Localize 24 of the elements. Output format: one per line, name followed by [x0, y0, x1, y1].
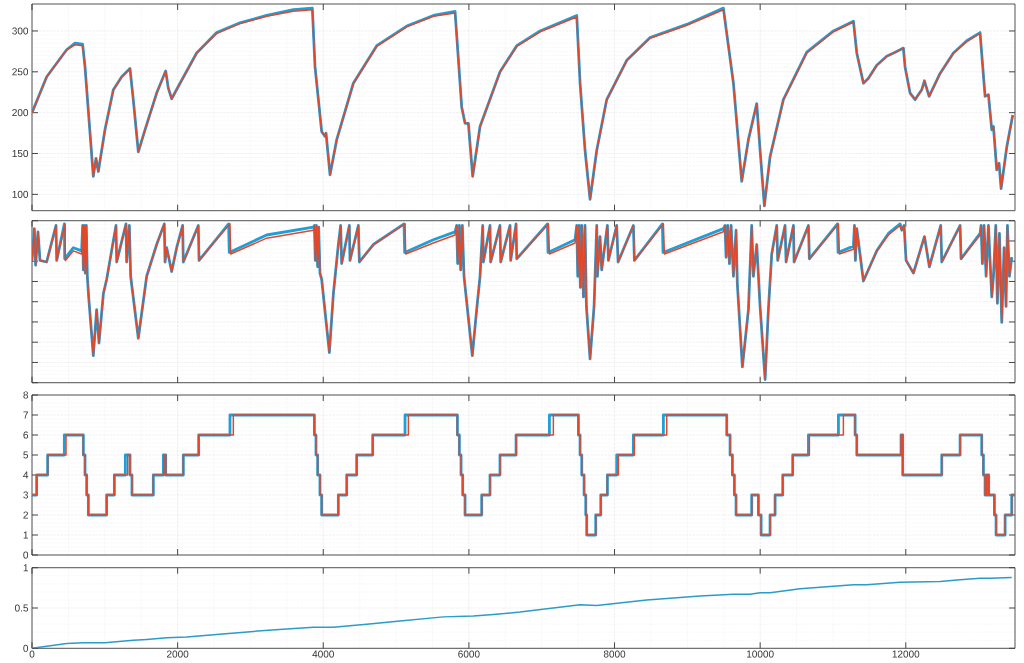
x-tick-label: 10000 [747, 650, 774, 658]
y-tick-label: 1 [23, 531, 28, 539]
x-tick-label: 8000 [603, 650, 626, 658]
x-tick-label: 4000 [312, 650, 334, 658]
x-tick-label: 0 [29, 650, 35, 658]
y-tick-label: 200 [12, 109, 29, 117]
x-tick-label: 12000 [892, 650, 920, 658]
y-tick-label: 0.5 [14, 604, 29, 612]
y-tick-label: 300 [12, 27, 29, 35]
y-tick-label: 1 [23, 564, 28, 572]
x-tick-label: 2000 [167, 650, 189, 658]
y-tick-label: 150 [12, 149, 29, 158]
y-tick-label: 0 [23, 644, 29, 652]
y-tick-label: 5 [23, 451, 29, 459]
y-tick-label: 0 [23, 551, 29, 559]
y-tick-label: 6 [23, 431, 29, 439]
y-tick-label: 3 [23, 491, 29, 499]
y-tick-label: 250 [12, 68, 29, 76]
y-tick-label: 8 [23, 391, 29, 399]
y-tick-label: 2 [23, 511, 28, 519]
y-tick-label: 100 [12, 190, 29, 198]
y-tick-label: 7 [23, 411, 28, 419]
y-tick-label: 4 [23, 471, 29, 479]
x-tick-label: 6000 [458, 650, 480, 658]
